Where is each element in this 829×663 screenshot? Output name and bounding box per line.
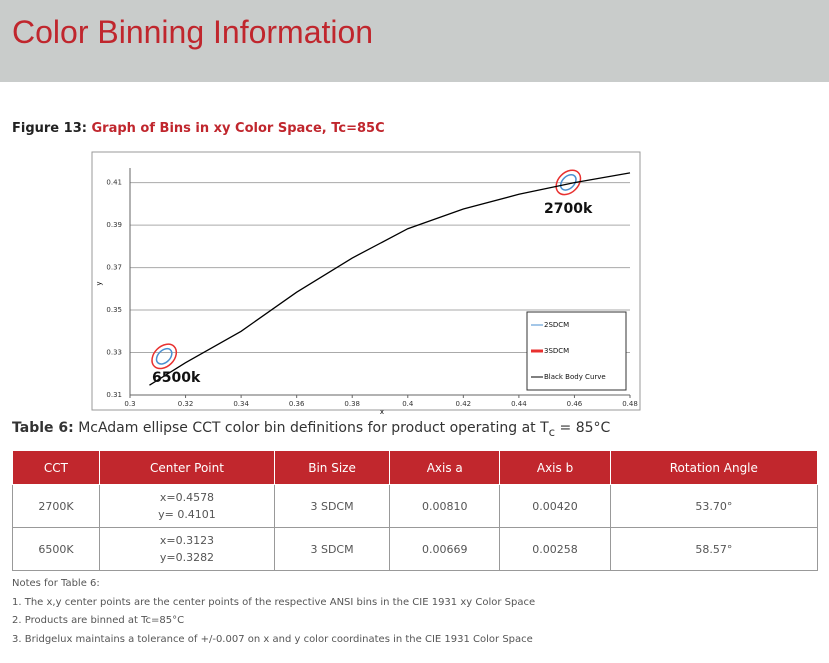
- x-tick-label: 0.42: [456, 400, 472, 408]
- x-tick-label: 0.48: [622, 400, 638, 408]
- header-row: CCT Center Point Bin Size Axis a Axis b Rotat…: [12, 450, 819, 485]
- table-cell: 53.70°: [609, 484, 819, 528]
- column-header: Axis a: [389, 450, 501, 485]
- x-tick-label: 0.32: [178, 400, 194, 408]
- x-tick-label: 0.36: [289, 400, 305, 408]
- legend-box: [526, 311, 627, 391]
- table-row: 2700K x=0.4578 y= 0.4101 3 SDCM 0.00810 0.004…: [12, 484, 819, 528]
- bin-ellipse: [151, 343, 178, 370]
- y-tick-label: 0.31: [106, 391, 122, 399]
- table-cell: 3 SDCM: [273, 527, 391, 571]
- column-header: CCT: [12, 450, 100, 485]
- bin-ellipse: [559, 174, 577, 191]
- x-tick-label: 0.38: [344, 400, 360, 408]
- note: 1. The x,y center points are the center …: [12, 597, 535, 616]
- x-tick-label: 0.34: [233, 400, 249, 408]
- table-caption-text: McAdam ellipse CCT color bin definitions…: [78, 420, 549, 436]
- x-tick-label: 0.44: [511, 400, 527, 408]
- note-number: 2.: [12, 615, 22, 626]
- black-body-curve: [149, 172, 631, 386]
- table-cell: 2700K: [12, 484, 100, 528]
- table-row: 6500K x=0.3123 y=0.3282 3 SDCM 0.00669 0.0025…: [12, 527, 819, 571]
- y-tick-label: 0.41: [106, 179, 122, 187]
- legend-label: 3SDCM: [544, 347, 569, 355]
- note-text: Products are binned at Tc=85°C: [24, 615, 185, 626]
- y-tick-label: 0.37: [106, 264, 122, 272]
- table-cell: 58.57°: [609, 527, 819, 571]
- notes-title: Notes for Table 6:: [12, 578, 100, 589]
- note-text: The x,y center points are the center poi…: [24, 596, 536, 608]
- bin-table: CCT Center Point Bin Size Axis a Axis b Rotat…: [12, 450, 819, 571]
- table-caption-end: = 85°C: [555, 420, 611, 436]
- table-caption-sub: c: [548, 424, 556, 439]
- table-cell: x=0.4578 y= 0.4101: [98, 484, 276, 528]
- table-label: Table 6:: [12, 420, 74, 436]
- y-tick-label: 0.33: [106, 349, 122, 357]
- center-point-line: x=0.4578: [159, 491, 215, 504]
- table-cell: 0.00810: [389, 484, 501, 528]
- note: 2. Products are binned at Tc=85°C: [12, 615, 535, 634]
- figure-caption: Figure 13: Graph of Bins in xy Color Spa…: [12, 121, 385, 136]
- y-tick-label: 0.39: [106, 221, 122, 229]
- note-number: 1.: [12, 596, 22, 608]
- center-point-line: y=0.3282: [159, 551, 215, 564]
- x-tick-label: 0.46: [567, 400, 583, 408]
- column-header: Center Point: [98, 450, 276, 485]
- note: 3. Bridgelux maintains a tolerance of +/…: [12, 634, 535, 653]
- chart: 0.31 0.33 0.35 0.37 0.39 0.41 0.3 0.32 0.34 0.36 0…: [91, 151, 641, 416]
- center-point-line: x=0.3123: [159, 534, 215, 547]
- annotation: 2700k: [544, 201, 593, 217]
- column-header: Bin Size: [273, 450, 391, 485]
- note-text: Bridgelux maintains a tolerance of +/-0.…: [24, 633, 533, 645]
- column-header: Axis b: [499, 450, 611, 485]
- figure-title: Graph of Bins in xy Color Space, Tc=85C: [91, 121, 385, 136]
- notes: Notes for Table 6: 1. The x,y center poi…: [12, 578, 535, 652]
- x-tick-label: 0.4: [402, 400, 414, 408]
- note-number: 3.: [12, 633, 22, 645]
- annotation: 6500k: [152, 370, 201, 386]
- y-axis-label: y: [95, 281, 103, 285]
- header-title: Color Binning Information: [12, 14, 374, 50]
- header: Color Binning Information: [0, 0, 829, 82]
- center-point-line: y= 0.4101: [158, 508, 216, 521]
- y-tick-label: 0.35: [106, 306, 122, 314]
- bin-ellipse: [555, 169, 582, 196]
- column-header: Rotation Angle: [609, 450, 819, 485]
- bin-ellipse: [155, 347, 173, 365]
- legend-label: 2SDCM: [544, 321, 569, 329]
- table-cell: 0.00258: [499, 527, 611, 571]
- x-tick-label: 0.3: [124, 400, 135, 408]
- table-cell: 0.00669: [389, 527, 501, 571]
- figure-label: Figure 13:: [12, 121, 87, 136]
- legend-label: Black Body Curve: [544, 373, 606, 381]
- table-cell: x=0.3123 y=0.3282: [98, 527, 276, 571]
- table-cell: 6500K: [12, 527, 100, 571]
- table-cell: 0.00420: [499, 484, 611, 528]
- x-axis-label: x: [380, 408, 384, 416]
- table-caption: Table 6: McAdam ellipse CCT color bin de…: [12, 420, 610, 439]
- table-cell: 3 SDCM: [273, 484, 391, 528]
